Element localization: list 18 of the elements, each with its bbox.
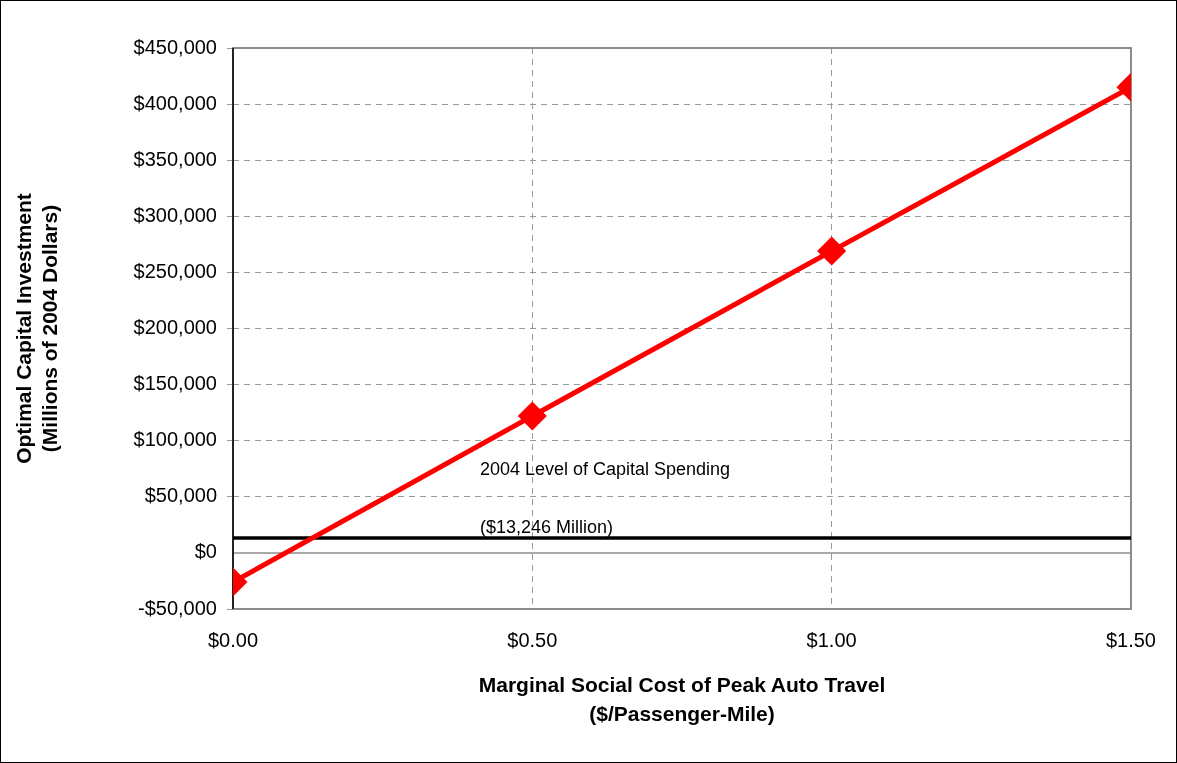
y-tick-label: $150,000 xyxy=(133,372,217,395)
x-tick-label: $0.50 xyxy=(507,628,558,651)
y-tick-label: $50,000 xyxy=(144,484,217,507)
text: 2004 Level of Capital Spending ($13,246 Million) xyxy=(479,459,731,538)
y-tick-label: $350,000 xyxy=(133,147,217,170)
y-tick-label: $0 xyxy=(194,540,217,563)
x-tick-label: $0.00 xyxy=(207,628,259,651)
y-tick-label: $200,000 xyxy=(133,316,217,339)
y-tick-label: $400,000 xyxy=(133,91,217,114)
x-axis-title: Marginal Social Cost of Peak Auto Travel ($/Passenger-Mile) xyxy=(478,672,886,726)
x-tick-label: $1.50 xyxy=(1105,628,1157,651)
y-tick-label: $300,000 xyxy=(133,203,217,226)
y-tick-label: $450,000 xyxy=(133,35,217,58)
y-tick-label: $250,000 xyxy=(133,259,217,282)
y-tick-label: $100,000 xyxy=(133,428,217,451)
x-tick-label: $1.00 xyxy=(806,628,857,651)
y-tick-label: -$50,000 xyxy=(138,596,217,619)
y-axis-title: Optimal Capital Investment (Millions of 2004 Dollars) xyxy=(12,193,61,464)
